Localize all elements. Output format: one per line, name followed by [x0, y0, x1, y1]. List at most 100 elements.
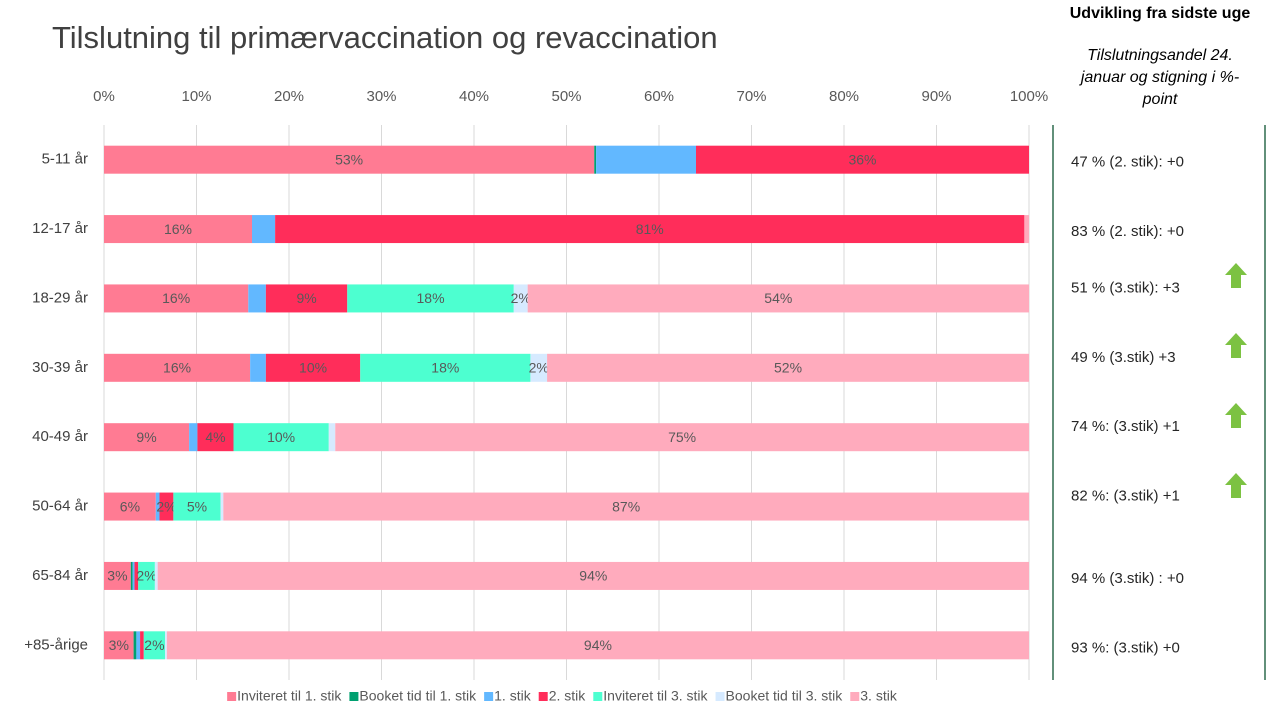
- data-label: 18%: [431, 360, 459, 376]
- x-tick-label: 30%: [366, 88, 396, 105]
- bar-segment: [104, 631, 134, 660]
- bar-segment: [347, 284, 514, 313]
- bar-segment: [250, 353, 266, 382]
- bar-segment: [155, 492, 160, 521]
- data-label: 9%: [296, 290, 316, 306]
- up-arrow: [1225, 403, 1247, 428]
- data-label: 54%: [764, 290, 792, 306]
- bar-segment: [136, 631, 141, 660]
- data-label: 94%: [579, 568, 607, 584]
- y-tick-label: 40-49 år: [32, 428, 88, 445]
- grid: [103, 125, 1030, 680]
- legend-label: Booket tid til 1. stik: [359, 688, 477, 704]
- side-row: 83 % (2. stik): +0: [1071, 223, 1184, 240]
- data-label: 2%: [156, 498, 176, 514]
- bar-segment: [166, 631, 1029, 660]
- legend-label: Booket tid til 3. stik: [726, 688, 844, 704]
- legend-swatch: [349, 692, 359, 701]
- legend-swatch: [715, 692, 725, 701]
- bar-segment: [159, 492, 174, 521]
- bar-segment: [513, 284, 528, 313]
- bar-segment: [360, 353, 531, 382]
- data-label: 3%: [107, 568, 127, 584]
- legend-label: 1. stik: [494, 688, 532, 704]
- bar-segment: [165, 631, 167, 660]
- data-label: 10%: [267, 429, 295, 445]
- bar-segment: [527, 284, 1029, 313]
- y-tick-label: 12-17 år: [32, 220, 88, 237]
- side-row: 93 %: (3.stik) +0: [1071, 639, 1180, 656]
- bar-segment: [104, 492, 156, 521]
- data-label: 36%: [848, 151, 876, 167]
- bar-segment: [248, 284, 266, 313]
- bar-segment: [104, 423, 190, 452]
- bar-segment: [233, 423, 329, 452]
- data-label: 2%: [136, 568, 156, 584]
- bar-segment: [132, 561, 135, 590]
- data-label: 10%: [299, 360, 327, 376]
- bar-segment: [265, 353, 361, 382]
- data-label: 16%: [162, 290, 190, 306]
- data-label: 18%: [417, 290, 445, 306]
- bar-segment: [1024, 215, 1029, 244]
- x-tick-label: 100%: [1010, 88, 1048, 105]
- bar-segment: [157, 561, 1029, 590]
- bar-segment: [335, 423, 1029, 452]
- bar-segment: [252, 215, 276, 244]
- y-tick-label: 5-11 år: [42, 151, 88, 168]
- data-label: 81%: [636, 221, 664, 237]
- data-label: 5%: [187, 498, 207, 514]
- bar-segment: [130, 561, 133, 590]
- bar-segment: [220, 492, 224, 521]
- bar-segment: [328, 423, 336, 452]
- x-tick-label: 90%: [921, 88, 951, 105]
- bar-segment: [104, 353, 251, 382]
- legend-label: Inviteret til 3. stik: [603, 688, 708, 704]
- side-row: 49 % (3.stik) +3: [1071, 349, 1176, 366]
- y-tick-label: 30-39 år: [32, 359, 88, 376]
- bar-segment: [189, 423, 198, 452]
- bar-segment: [104, 284, 249, 313]
- x-tick-label: 80%: [829, 88, 859, 105]
- data-label: 4%: [205, 429, 225, 445]
- x-tick-label: 60%: [644, 88, 674, 105]
- data-label: 9%: [136, 429, 156, 445]
- data-label: 2%: [529, 360, 549, 376]
- side-row: 74 %: (3.stik) +1: [1071, 418, 1180, 435]
- bar-segment: [173, 492, 221, 521]
- bar-segment: [138, 561, 155, 590]
- side-subtitle: januar og stigning i %-: [1079, 69, 1239, 86]
- bar-segment: [104, 561, 131, 590]
- y-tick-label: 50-64 år: [32, 498, 88, 515]
- legend-label: 2. stik: [549, 688, 587, 704]
- x-tick-label: 40%: [459, 88, 489, 105]
- bar-segment: [104, 145, 595, 174]
- data-label: 53%: [335, 151, 363, 167]
- up-arrows: [1225, 263, 1247, 498]
- data-label: 75%: [668, 429, 696, 445]
- data-label: 52%: [774, 360, 802, 376]
- up-arrow: [1225, 473, 1247, 498]
- x-tick-label: 50%: [551, 88, 581, 105]
- side-subtitle: point: [1142, 91, 1178, 108]
- x-tick-label: 70%: [736, 88, 766, 105]
- side-row: 47 % (2. stik): +0: [1071, 154, 1184, 171]
- x-tick-label: 10%: [181, 88, 211, 105]
- legend-swatch: [227, 692, 237, 701]
- bar-segment: [134, 561, 139, 590]
- side-title: Udvikling fra sidste uge: [1070, 5, 1251, 22]
- data-label: 2%: [511, 290, 531, 306]
- up-arrow: [1225, 263, 1247, 288]
- bar-segment: [133, 631, 137, 660]
- y-tick-label: 18-29 år: [32, 289, 88, 306]
- x-tick-label: 20%: [274, 88, 304, 105]
- bar-segment: [265, 284, 348, 313]
- data-label: 3%: [109, 637, 129, 653]
- y-tick-label: +85-årige: [24, 636, 88, 653]
- bar-segment: [696, 145, 1029, 174]
- data-label: 2%: [144, 637, 164, 653]
- data-label: 6%: [120, 498, 140, 514]
- x-tick-label: 0%: [93, 88, 115, 105]
- bar-segment: [104, 215, 252, 244]
- legend-swatch: [538, 692, 548, 701]
